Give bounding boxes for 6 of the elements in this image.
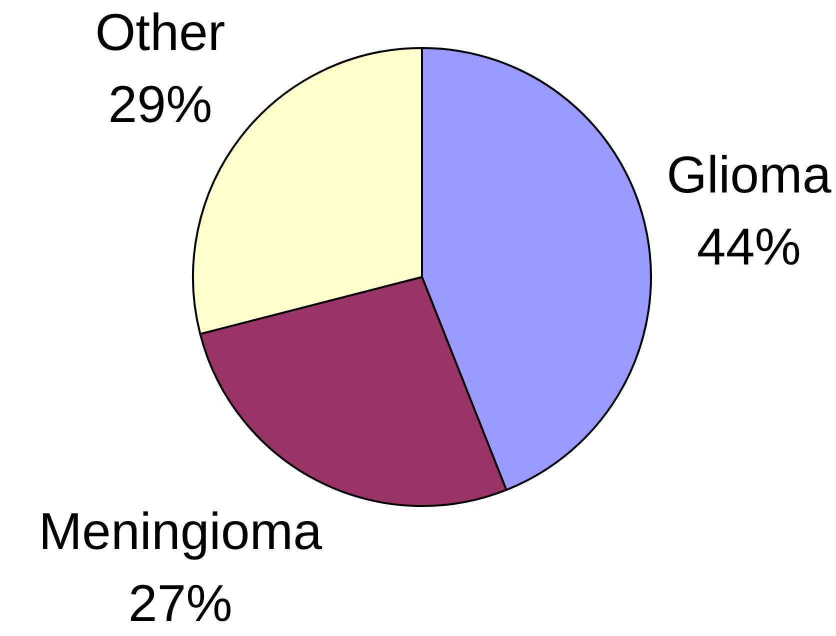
data-label: 29% xyxy=(108,76,212,134)
slice-label: Glioma xyxy=(666,146,832,204)
slice-label: Meningioma xyxy=(38,503,322,562)
data-label: 27% xyxy=(128,575,232,634)
slice-label: Other xyxy=(95,4,226,62)
data-label: 44% xyxy=(696,218,801,276)
